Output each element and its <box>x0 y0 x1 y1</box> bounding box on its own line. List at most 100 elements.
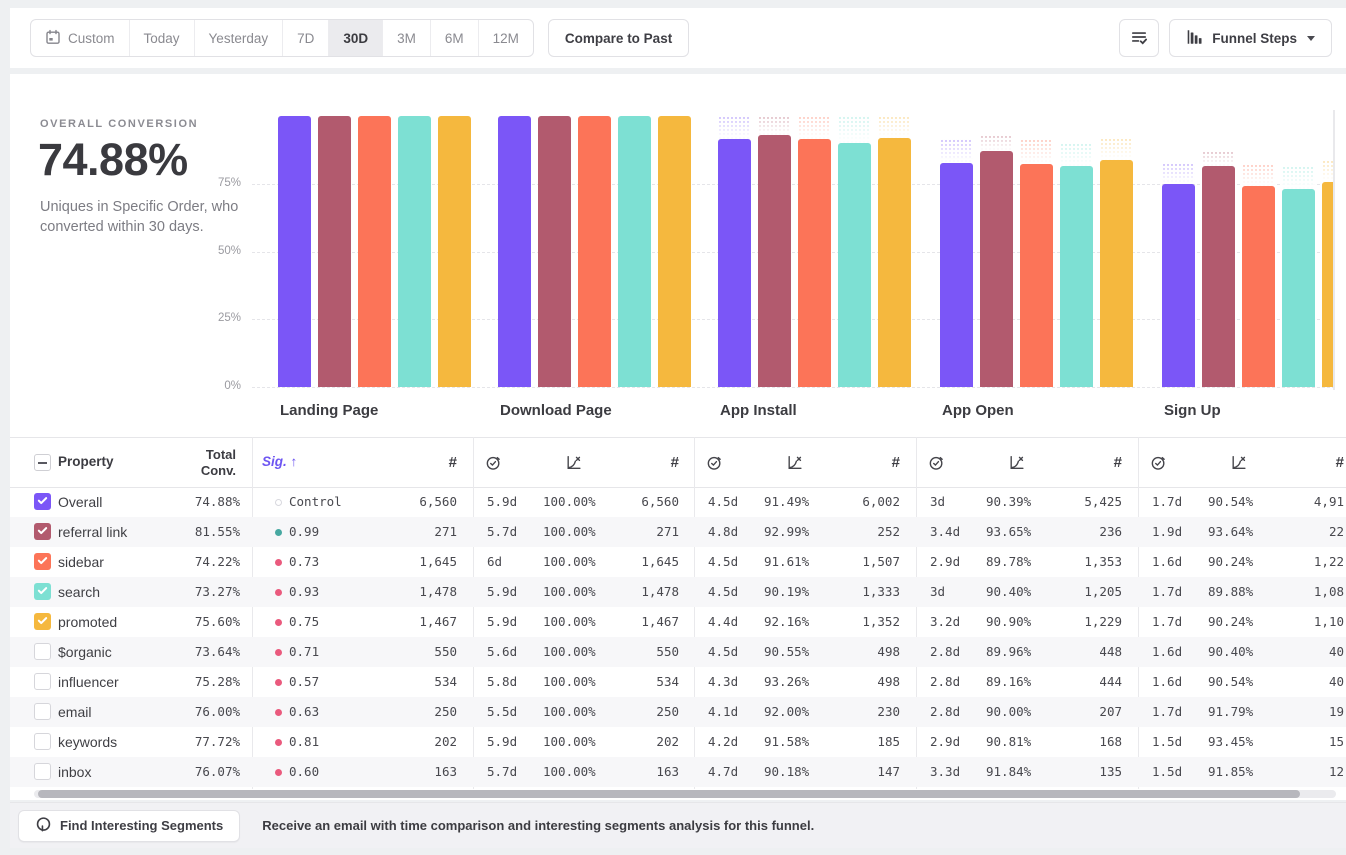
row-checkbox[interactable] <box>34 643 51 660</box>
date-range-custom[interactable]: Custom <box>31 20 129 56</box>
column-header-count[interactable]: # <box>670 454 679 471</box>
step-conversion-value: 90.19% <box>764 584 810 599</box>
funnel-bar[interactable] <box>578 116 611 387</box>
funnel-bar[interactable] <box>1282 188 1315 387</box>
column-header-property[interactable]: Property <box>58 454 114 469</box>
funnel-bar[interactable] <box>838 142 871 387</box>
date-range-3m[interactable]: 3M <box>382 20 430 56</box>
funnel-bar[interactable] <box>278 116 311 387</box>
table-row[interactable]: referral link 81.55% 0.99 271 5.7d 100.00% 271… <box>10 517 1346 547</box>
funnel-bar[interactable] <box>980 151 1013 387</box>
previous-step-ghost-bar <box>1202 151 1235 167</box>
step-count-value: 163 <box>656 764 679 779</box>
date-range-yesterday[interactable]: Yesterday <box>193 20 283 56</box>
step-conversion-value: 100.00% <box>543 734 596 749</box>
compare-to-past-button[interactable]: Compare to Past <box>547 19 690 57</box>
table-row[interactable]: sidebar 74.22% 0.73 1,645 6d 100.00% 1,645 4.5d… <box>10 547 1346 577</box>
stopwatch-check-icon[interactable] <box>928 454 945 471</box>
row-checkbox[interactable] <box>34 523 51 540</box>
date-range-12m[interactable]: 12M <box>477 20 533 56</box>
step-count-value: 534 <box>656 674 679 689</box>
row-checkbox[interactable] <box>34 733 51 750</box>
funnel-bar[interactable] <box>1060 166 1093 387</box>
funnel-bar[interactable] <box>798 139 831 387</box>
step-count-value: 1,467 <box>419 614 457 629</box>
funnel-bar[interactable] <box>1322 182 1335 387</box>
funnel-bar[interactable] <box>1020 164 1053 387</box>
row-checkbox[interactable] <box>34 553 51 570</box>
chart-dropoff-icon[interactable] <box>786 454 803 471</box>
funnel-bar[interactable] <box>878 137 911 387</box>
column-divider <box>694 437 695 789</box>
funnel-bar[interactable] <box>658 116 691 387</box>
chart-dropoff-icon[interactable] <box>565 454 582 471</box>
column-header-significance[interactable]: Sig. ↑ <box>262 454 298 469</box>
funnel-bar[interactable] <box>438 116 471 387</box>
column-header-count[interactable]: # <box>1113 454 1122 471</box>
table-row[interactable]: influencer 75.28% 0.57 534 5.8d 100.00% 534 4.3… <box>10 667 1346 697</box>
column-header-count[interactable]: # <box>891 454 900 471</box>
row-checkbox[interactable] <box>34 703 51 720</box>
date-range-6m[interactable]: 6M <box>429 20 478 56</box>
footer-bar: Find Interesting Segments Receive an ema… <box>10 802 1346 848</box>
step-count-value: 236 <box>1099 524 1122 539</box>
date-range-30d[interactable]: 30D <box>328 20 383 56</box>
chart-dropoff-icon[interactable] <box>1008 454 1025 471</box>
table-row[interactable]: inbox 76.07% 0.60 163 5.7d 100.00% 163 4.7d 90.1… <box>10 757 1346 787</box>
table-row[interactable]: Overall 74.88% Control 6,560 5.9d 100.00% 6,56… <box>10 487 1346 517</box>
column-header-count[interactable]: # <box>448 454 457 471</box>
row-checkbox[interactable] <box>34 673 51 690</box>
row-checkbox[interactable] <box>34 613 51 630</box>
funnel-bar[interactable] <box>358 116 391 387</box>
funnel-bar[interactable] <box>498 116 531 387</box>
property-label: $organic <box>58 644 112 660</box>
list-check-button[interactable] <box>1119 19 1160 57</box>
funnel-bar[interactable] <box>538 116 571 387</box>
chart-dropoff-icon[interactable] <box>1230 454 1247 471</box>
row-checkbox[interactable] <box>34 493 51 510</box>
calendar-icon <box>45 29 61 48</box>
step-conversion-value: 93.26% <box>764 674 810 689</box>
funnel-bar[interactable] <box>1242 186 1275 387</box>
table-row[interactable]: search 73.27% 0.93 1,478 5.9d 100.00% 1,478 4.5… <box>10 577 1346 607</box>
step-conversion-value: 90.39% <box>986 494 1032 509</box>
funnel-bar[interactable] <box>398 116 431 387</box>
funnel-bar[interactable] <box>1100 160 1133 387</box>
step-time-value: 2.8d <box>930 704 961 719</box>
step-time-value: 1.5d <box>1152 764 1183 779</box>
funnel-bar[interactable] <box>718 139 751 387</box>
funnel-bar[interactable] <box>1202 166 1235 387</box>
step-count-value: 1,478 <box>641 584 679 599</box>
step-count-value: 1,333 <box>862 584 900 599</box>
step-conversion-value: 91.79% <box>1208 704 1254 719</box>
table-row[interactable]: email 76.00% 0.63 250 5.5d 100.00% 250 4.1d 92.0… <box>10 697 1346 727</box>
previous-step-ghost-bar <box>1100 137 1133 161</box>
step-count-value: 135 <box>1099 764 1122 779</box>
funnel-bar[interactable] <box>318 116 351 387</box>
funnel-bar[interactable] <box>1162 184 1195 387</box>
find-interesting-segments-button[interactable]: Find Interesting Segments <box>18 809 241 842</box>
table-row[interactable]: promoted 75.60% 0.75 1,467 5.9d 100.00% 1,467 4… <box>10 607 1346 637</box>
date-range-7d[interactable]: 7D <box>282 20 328 56</box>
step-conversion-value: 100.00% <box>543 674 596 689</box>
funnel-bar[interactable] <box>940 163 973 387</box>
funnel-bar[interactable] <box>758 135 791 387</box>
step-count-value: 207 <box>1099 704 1122 719</box>
funnel-bar[interactable] <box>618 116 651 387</box>
stopwatch-check-icon[interactable] <box>485 454 502 471</box>
column-header-count[interactable]: # <box>1335 454 1344 471</box>
row-checkbox[interactable] <box>34 763 51 780</box>
stopwatch-check-icon[interactable] <box>706 454 723 471</box>
funnel-steps-dropdown[interactable]: Funnel Steps <box>1169 19 1332 57</box>
horizontal-scrollbar-thumb[interactable] <box>38 790 1300 798</box>
step-label: App Install <box>720 402 797 419</box>
table-row[interactable]: keywords 77.72% 0.81 202 5.9d 100.00% 202 4.2d 9… <box>10 727 1346 757</box>
table-row[interactable]: $organic 73.64% 0.71 550 5.6d 100.00% 550 4.5d 9… <box>10 637 1346 667</box>
column-header-total-conv[interactable]: Total Conv. <box>200 447 236 478</box>
row-checkbox[interactable] <box>34 583 51 600</box>
stopwatch-check-icon[interactable] <box>1150 454 1167 471</box>
horizontal-scrollbar-track[interactable] <box>34 790 1336 798</box>
date-range-today[interactable]: Today <box>128 20 194 56</box>
step-count-value: 1,467 <box>641 614 679 629</box>
select-all-checkbox[interactable] <box>34 454 51 471</box>
